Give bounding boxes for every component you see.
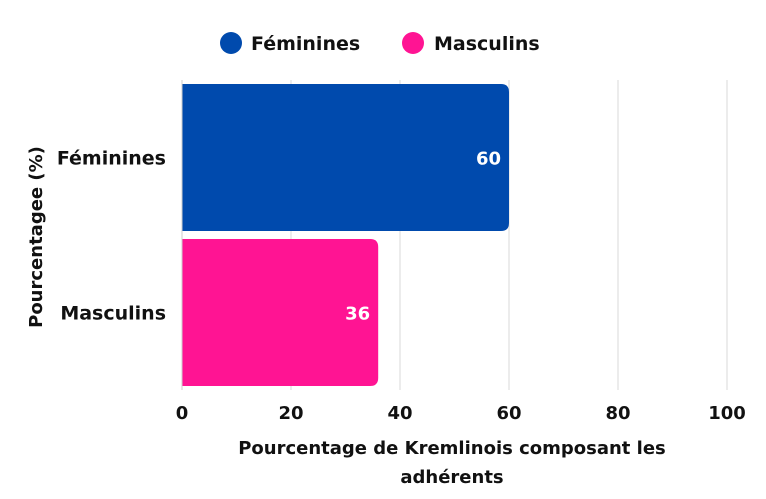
x-tick-label: 60 (496, 403, 521, 424)
category-label: Masculins (60, 303, 166, 325)
x-tick-label: 0 (176, 403, 189, 424)
legend-swatch-feminines (220, 32, 242, 54)
category-labels: Féminines Masculins (57, 148, 166, 325)
x-tick-label: 20 (278, 403, 303, 424)
x-tick-labels: 0 20 40 60 80 100 (176, 403, 746, 424)
x-tick-label: 100 (708, 403, 746, 424)
x-axis-title-line-1: Pourcentage de Kremlinois composant les (238, 438, 666, 459)
y-axis-title: Pourcentagee (%) (26, 146, 47, 328)
x-tick-label: 40 (387, 403, 412, 424)
legend: Féminines Masculins (220, 32, 540, 55)
x-axis-title-line-2: adhérents (400, 467, 503, 488)
bar-value-label: 60 (476, 149, 501, 170)
legend-label-feminines: Féminines (251, 33, 360, 55)
bar-fminines (182, 84, 509, 231)
x-tick-label: 80 (605, 403, 630, 424)
legend-label-masculins: Masculins (434, 33, 540, 55)
bar-value-label: 36 (345, 304, 370, 325)
bar-masculins (182, 239, 379, 386)
legend-swatch-masculins (402, 32, 424, 54)
category-label: Féminines (57, 148, 166, 170)
bars: 60 36 (182, 84, 509, 386)
